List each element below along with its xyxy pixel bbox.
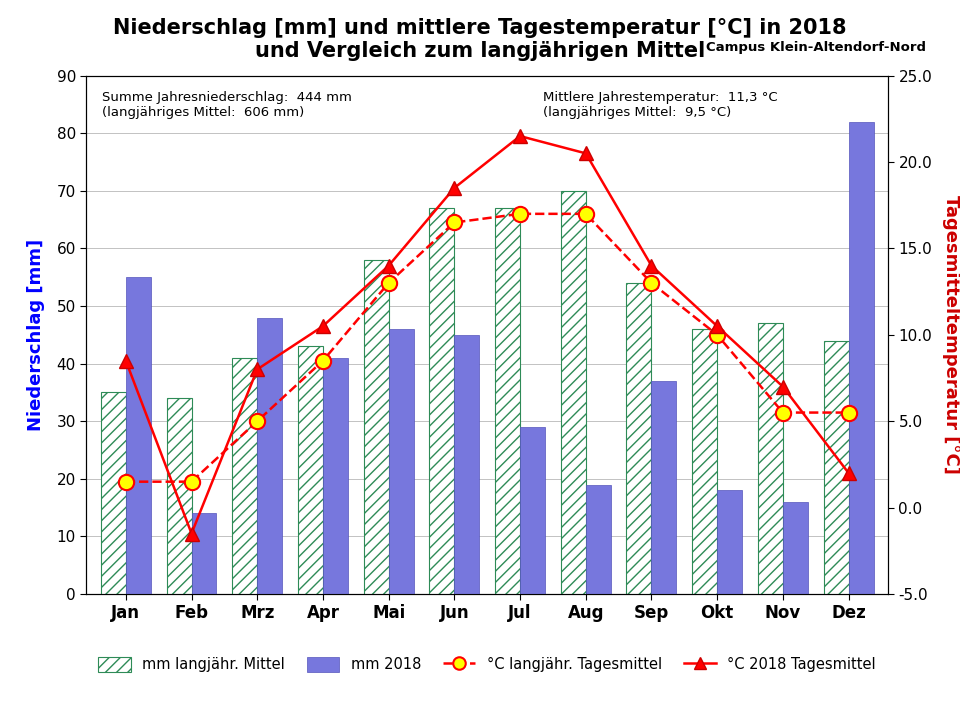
°C 2018 Tagesmittel bbox=[580, 149, 591, 158]
°C langjähr. Tagesmittel bbox=[252, 417, 263, 426]
°C langjähr. Tagesmittel bbox=[383, 279, 395, 287]
Line: °C 2018 Tagesmittel: °C 2018 Tagesmittel bbox=[119, 129, 855, 541]
°C langjähr. Tagesmittel bbox=[120, 477, 132, 486]
Bar bbox=[717, 490, 742, 594]
Bar bbox=[782, 502, 808, 594]
°C 2018 Tagesmittel bbox=[711, 322, 723, 330]
°C 2018 Tagesmittel bbox=[646, 261, 658, 270]
Text: Mittlere Jahrestemperatur:  11,3 °C
(langjähriges Mittel:  9,5 °C): Mittlere Jahrestemperatur: 11,3 °C (lang… bbox=[543, 91, 778, 119]
°C 2018 Tagesmittel bbox=[383, 261, 395, 270]
Y-axis label: Tagesmitteltemperatur [°C]: Tagesmitteltemperatur [°C] bbox=[942, 195, 960, 474]
Bar bbox=[167, 398, 192, 594]
Bar bbox=[257, 318, 282, 594]
Bar bbox=[429, 208, 454, 594]
Y-axis label: Niederschlag [mm]: Niederschlag [mm] bbox=[28, 239, 45, 431]
Bar bbox=[192, 513, 217, 594]
°C langjähr. Tagesmittel bbox=[777, 408, 788, 417]
Text: Campus Klein-Altendorf-Nord: Campus Klein-Altendorf-Nord bbox=[706, 41, 925, 54]
Bar bbox=[824, 341, 849, 594]
°C langjähr. Tagesmittel bbox=[711, 330, 723, 339]
°C 2018 Tagesmittel bbox=[843, 469, 854, 477]
°C 2018 Tagesmittel bbox=[777, 382, 788, 391]
°C langjähr. Tagesmittel bbox=[448, 218, 460, 227]
Bar bbox=[323, 358, 348, 594]
Line: °C langjähr. Tagesmittel: °C langjähr. Tagesmittel bbox=[118, 206, 856, 490]
Bar bbox=[561, 191, 586, 594]
°C 2018 Tagesmittel bbox=[120, 356, 132, 365]
Bar bbox=[757, 323, 782, 594]
Bar bbox=[495, 208, 520, 594]
°C 2018 Tagesmittel bbox=[186, 529, 198, 538]
Bar bbox=[232, 358, 257, 594]
Text: Summe Jahresniederschlag:  444 mm
(langjähriges Mittel:  606 mm): Summe Jahresniederschlag: 444 mm (langjä… bbox=[103, 91, 352, 119]
Text: und Vergleich zum langjährigen Mittel: und Vergleich zum langjährigen Mittel bbox=[254, 41, 706, 61]
Bar bbox=[627, 283, 652, 594]
Bar bbox=[652, 381, 677, 594]
°C langjähr. Tagesmittel bbox=[186, 477, 198, 486]
Bar bbox=[692, 329, 717, 594]
°C 2018 Tagesmittel bbox=[515, 132, 526, 140]
°C 2018 Tagesmittel bbox=[317, 322, 328, 330]
Bar bbox=[454, 335, 479, 594]
Bar bbox=[101, 392, 126, 594]
°C langjähr. Tagesmittel bbox=[843, 408, 854, 417]
Text: Niederschlag [mm] und mittlere Tagestemperatur [°C] in 2018: Niederschlag [mm] und mittlere Tagestemp… bbox=[113, 18, 847, 38]
Bar bbox=[364, 260, 389, 594]
°C 2018 Tagesmittel bbox=[252, 365, 263, 374]
°C langjähr. Tagesmittel bbox=[580, 210, 591, 218]
Bar bbox=[389, 329, 414, 594]
°C langjähr. Tagesmittel bbox=[515, 210, 526, 218]
Bar bbox=[520, 427, 545, 594]
°C langjähr. Tagesmittel bbox=[646, 279, 658, 287]
Bar bbox=[298, 346, 323, 594]
Bar bbox=[586, 485, 611, 594]
Legend: mm langjähr. Mittel, mm 2018, °C langjähr. Tagesmittel, °C 2018 Tagesmittel: mm langjähr. Mittel, mm 2018, °C langjäh… bbox=[99, 657, 876, 672]
Bar bbox=[126, 277, 151, 594]
°C langjähr. Tagesmittel bbox=[317, 356, 328, 365]
°C 2018 Tagesmittel bbox=[448, 184, 460, 192]
Bar bbox=[849, 122, 874, 594]
